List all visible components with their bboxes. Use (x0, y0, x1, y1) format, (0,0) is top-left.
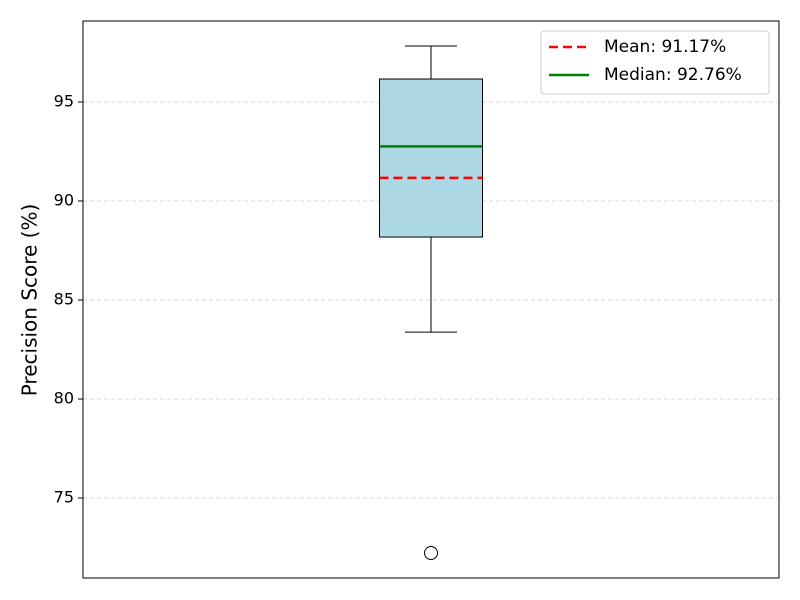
legend-label: Mean: 91.17% (604, 37, 726, 57)
legend-label: Median: 92.76% (604, 65, 742, 85)
box (379, 78, 483, 238)
y-axis-label: Precision Score (%) (18, 204, 42, 397)
plot-frame (82, 20, 780, 579)
y-tick-label: 90 (54, 190, 74, 209)
y-tick-label: 95 (54, 91, 74, 110)
y-tick-label: 85 (54, 289, 74, 308)
legend-box (540, 30, 770, 95)
y-tick-label: 80 (54, 388, 74, 407)
y-tick-label: 75 (54, 488, 74, 507)
outlier (424, 546, 438, 561)
